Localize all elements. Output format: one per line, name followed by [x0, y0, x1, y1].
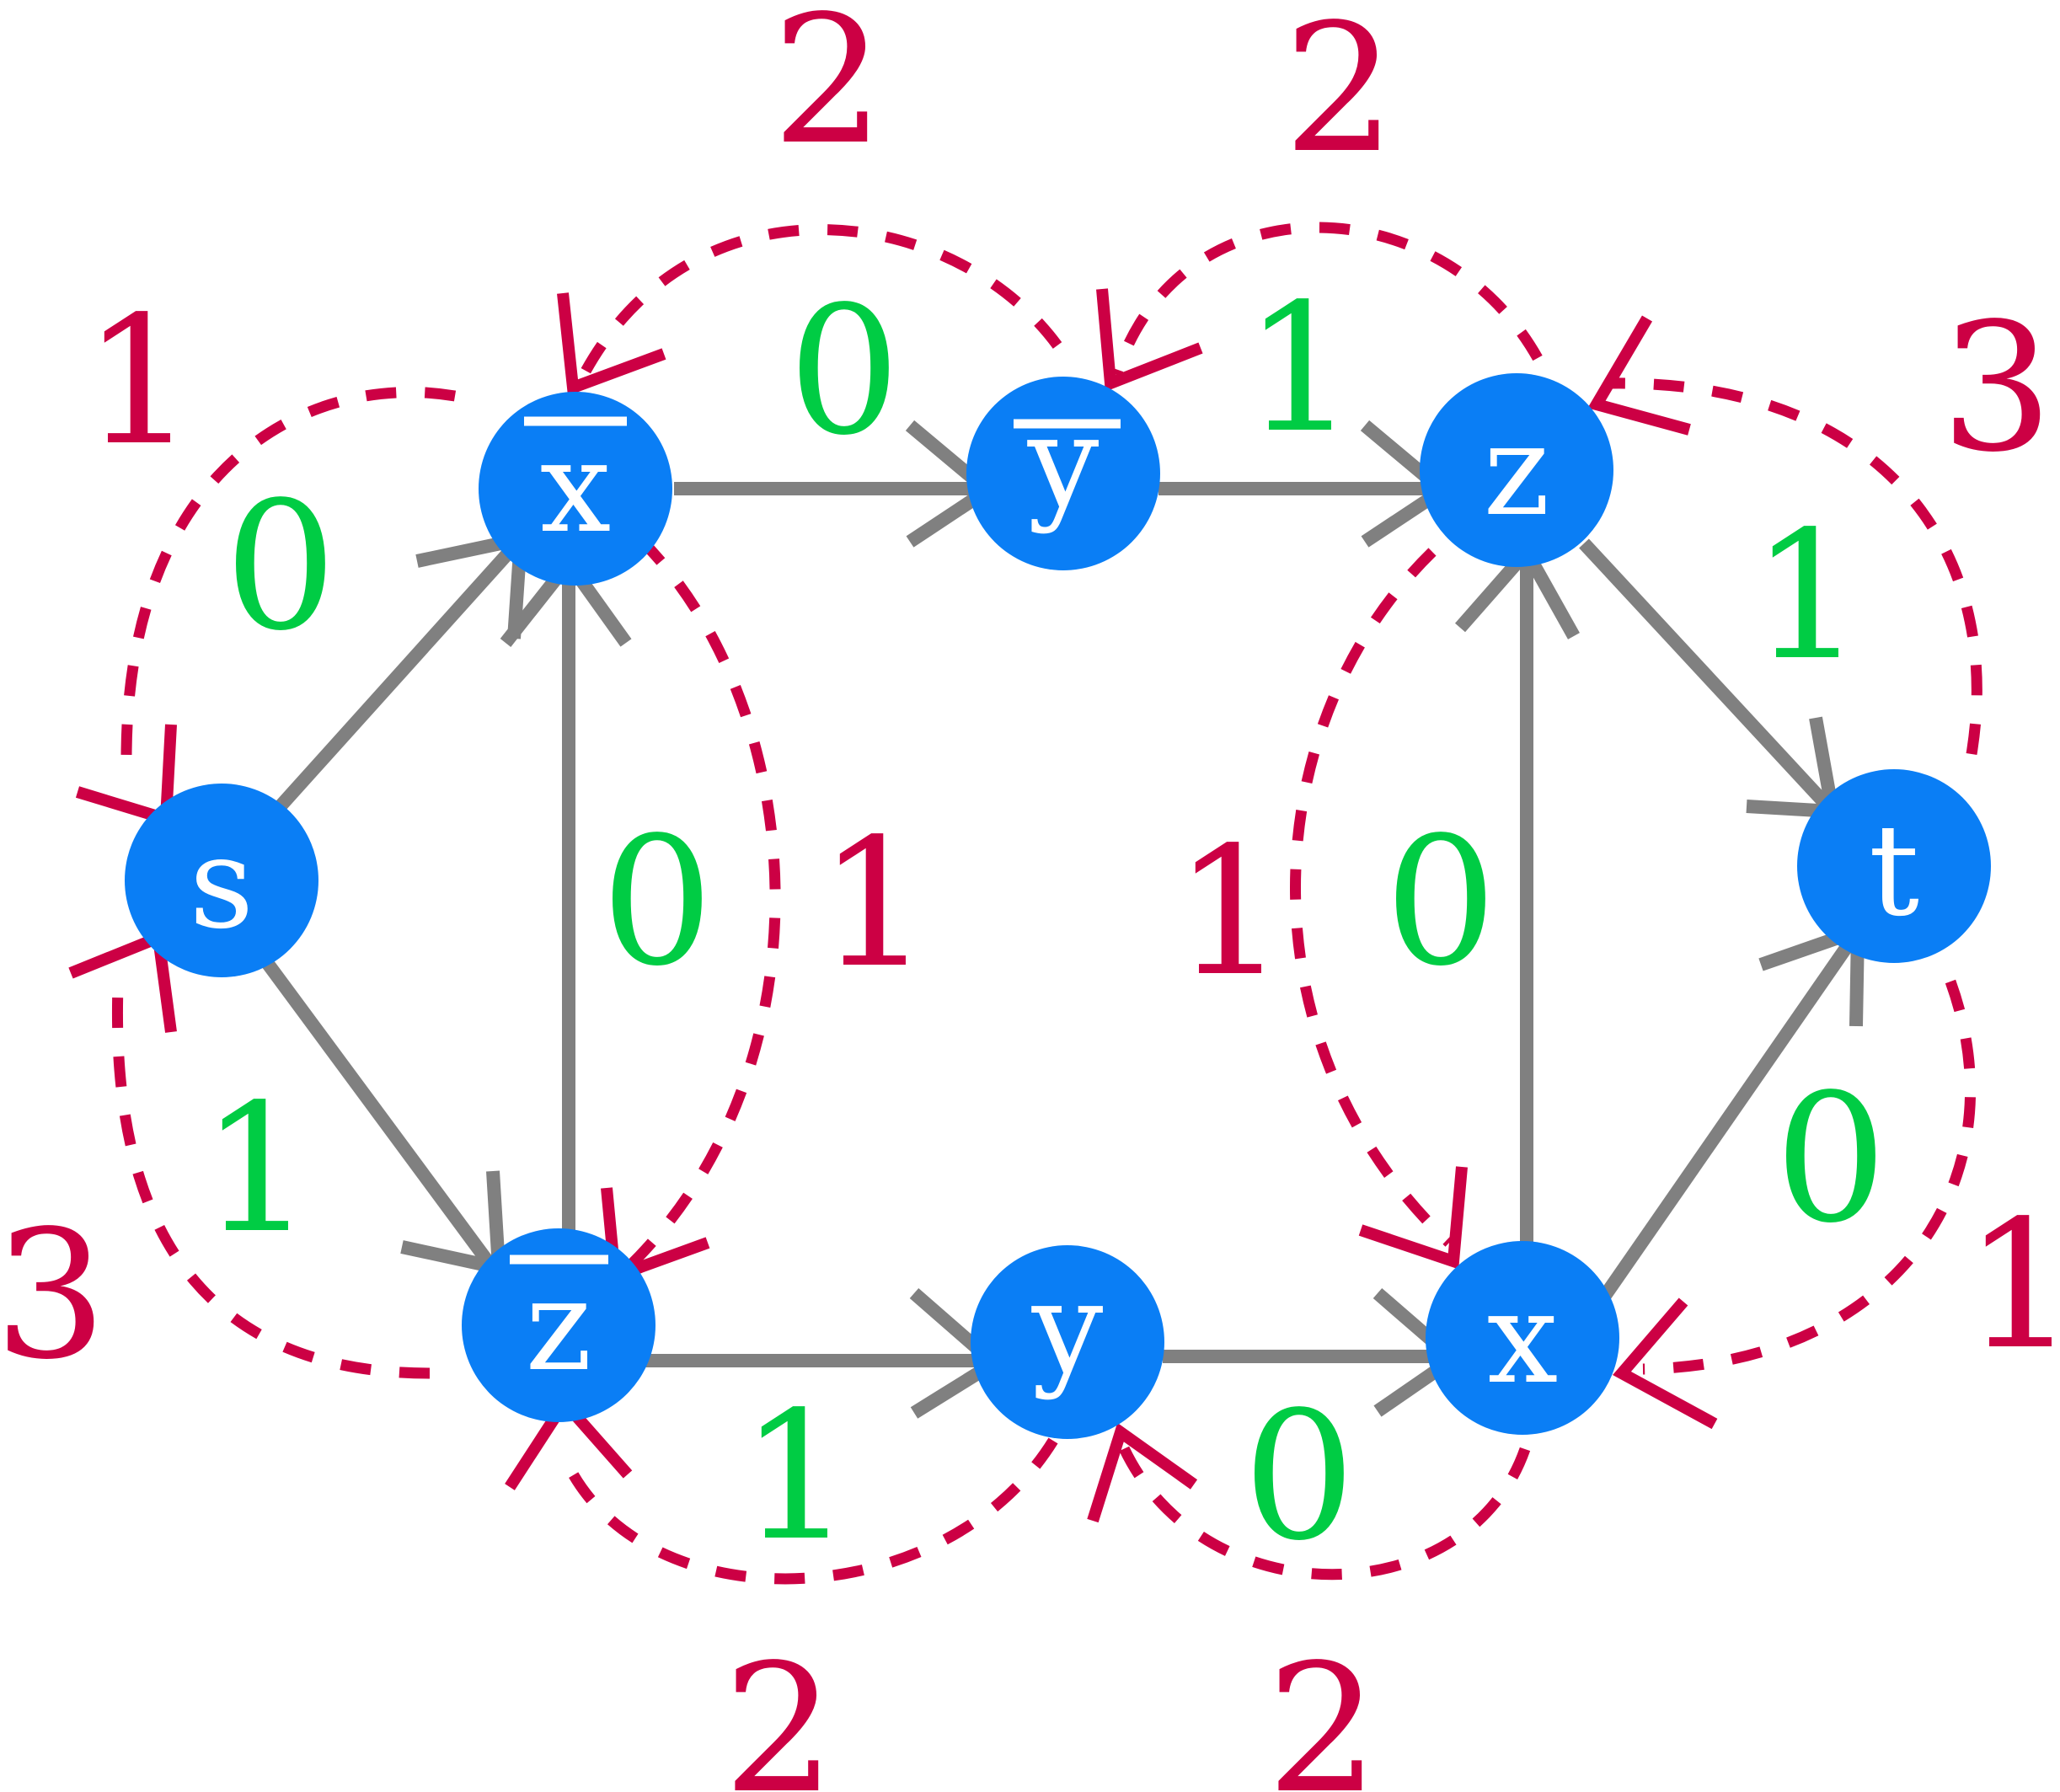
- dual-weight-upper-right: 3: [1940, 285, 2053, 491]
- dual-loop-right-upper: [1587, 315, 1982, 756]
- dual-weight-top-left: 2: [772, 0, 885, 184]
- dual-arc-z-x: [1290, 548, 1468, 1270]
- dual-weight-top-right: 2: [1283, 0, 1396, 192]
- dual-loop-right-lower: [1613, 979, 1976, 1430]
- weight-ybar-z: 1: [1244, 265, 1356, 472]
- node-x: x: [1426, 1241, 1619, 1435]
- node-label: z: [525, 1253, 591, 1399]
- node-label: z: [1483, 398, 1549, 544]
- weight-z-t: 1: [1751, 493, 1864, 699]
- node-s: s: [125, 784, 318, 977]
- dual-weight-upper-left: 1: [83, 278, 195, 484]
- dual-weight-lower-right: 1: [1964, 1182, 2060, 1388]
- dual-weight-right-mid: 1: [1174, 809, 1287, 1015]
- node-t: t: [1797, 769, 1991, 963]
- weight-s-zbar: 1: [201, 1066, 313, 1272]
- weight-s-xbar: 0: [224, 463, 337, 670]
- dual-arc-top-left: [557, 224, 1062, 396]
- dual-weight-bottom-left: 2: [723, 1626, 836, 1792]
- node-zbar: z: [462, 1228, 655, 1422]
- node-label: x: [1487, 1265, 1559, 1412]
- node-label: s: [190, 810, 254, 957]
- weight-zbar-y: 1: [740, 1373, 853, 1580]
- weight-zbar-xbar: 0: [601, 799, 714, 1005]
- node-label: y: [1031, 1255, 1104, 1402]
- weight-xbar-ybar: 0: [788, 268, 901, 474]
- dual-weight-lower-left: 3: [0, 1192, 107, 1399]
- node-label: t: [1869, 798, 1919, 944]
- node-z: z: [1420, 373, 1613, 567]
- node-label: y: [1027, 389, 1100, 536]
- dual-arc-bottom-right: [1087, 1422, 1531, 1581]
- dual-arc-top-right: [1096, 222, 1543, 392]
- weight-y-x: 0: [1243, 1373, 1356, 1580]
- primal-weights: 0 1 0 1 0 1 0 1 0 0: [201, 265, 1887, 1580]
- dual-weight-left-mid: 1: [818, 800, 931, 1007]
- node-y: y: [971, 1245, 1164, 1439]
- node-ybar: y: [966, 377, 1160, 570]
- node-xbar: x: [479, 392, 672, 586]
- weight-x-z: 0: [1384, 799, 1497, 1005]
- node-label: x: [540, 415, 612, 561]
- weight-x-t: 0: [1774, 1056, 1887, 1262]
- dual-weight-bottom-right: 2: [1266, 1626, 1379, 1792]
